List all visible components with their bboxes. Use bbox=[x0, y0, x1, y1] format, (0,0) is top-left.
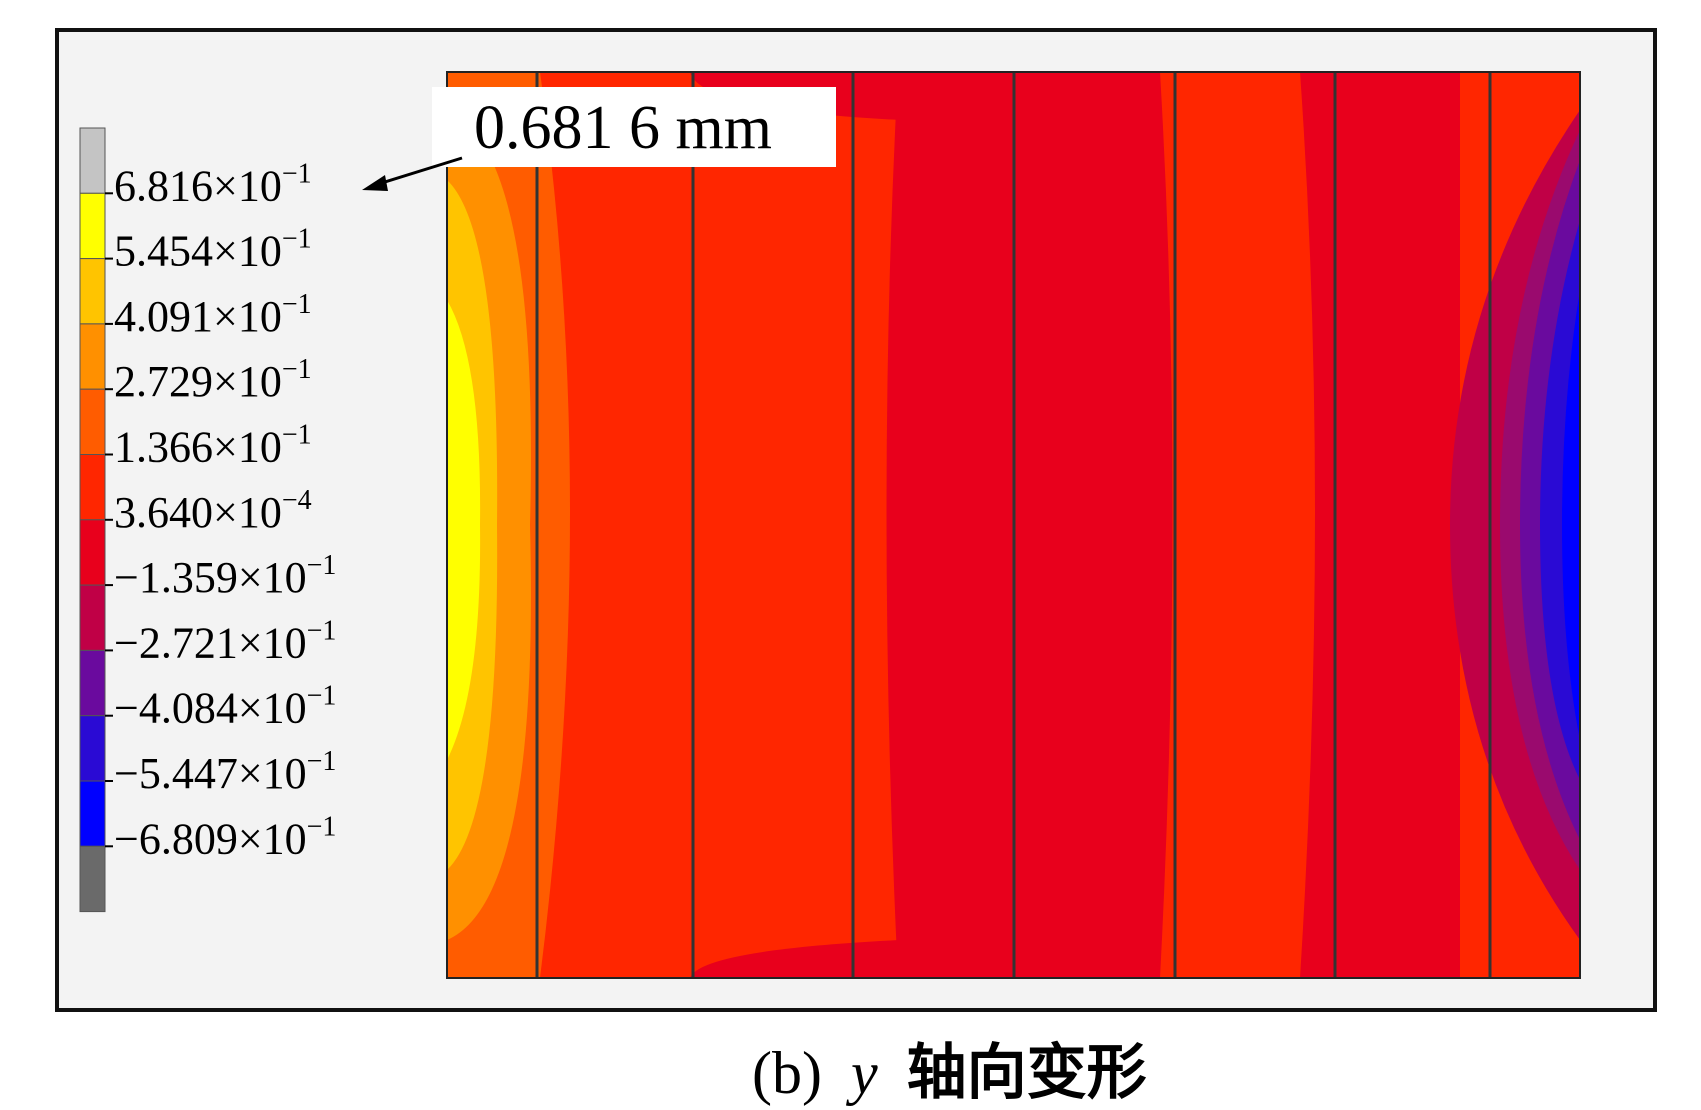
legend-swatch bbox=[79, 192, 106, 260]
legend-label: 1.366×10−1 bbox=[114, 420, 312, 472]
legend-label-exponent: −1 bbox=[282, 158, 312, 189]
legend-label: −1.359×10−1 bbox=[114, 550, 336, 602]
legend-label-mantissa: 3.640×10 bbox=[114, 488, 282, 537]
contour-band-right-5 bbox=[1562, 290, 1580, 740]
legend-swatch bbox=[79, 127, 106, 194]
legend-label-mantissa: −2.721×10 bbox=[114, 618, 307, 667]
legend-label-exponent: −1 bbox=[282, 420, 312, 451]
contour-band-dark bbox=[886, 72, 1173, 978]
legend-swatch bbox=[79, 454, 106, 521]
legend-label-mantissa: 4.091×10 bbox=[114, 292, 282, 341]
caption-label: (b) bbox=[752, 1040, 822, 1106]
legend-label: −5.447×10−1 bbox=[114, 746, 336, 798]
legend-label: −4.084×10−1 bbox=[114, 681, 336, 733]
legend-label-mantissa: −1.359×10 bbox=[114, 553, 307, 602]
legend-label: 4.091×10−1 bbox=[114, 289, 312, 341]
contour-band-dark bbox=[690, 940, 900, 978]
legend-label-exponent: −1 bbox=[307, 550, 337, 581]
svg-text:(b) y 轴向变形: (b) y 轴向变形 bbox=[752, 1038, 1147, 1108]
legend-label-mantissa: −5.447×10 bbox=[114, 749, 307, 798]
legend-label-mantissa: 6.816×10 bbox=[114, 161, 282, 210]
caption-variable: y bbox=[845, 1040, 878, 1106]
legend-label: −2.721×10−1 bbox=[114, 615, 336, 667]
legend-swatch bbox=[79, 388, 106, 456]
legend-label-exponent: −4 bbox=[282, 485, 312, 516]
legend-label-mantissa: 2.729×10 bbox=[114, 357, 282, 406]
legend-label-exponent: −1 bbox=[307, 811, 337, 842]
contour-band-left-4 bbox=[447, 300, 481, 760]
caption-text: 轴向变形 bbox=[907, 1038, 1147, 1108]
legend-label: −6.809×10−1 bbox=[114, 811, 336, 863]
legend-label-exponent: −1 bbox=[282, 289, 312, 320]
max-value-callout: 0.681 6 mm bbox=[362, 87, 836, 191]
legend-swatch bbox=[79, 715, 106, 782]
legend-label-exponent: −1 bbox=[307, 746, 337, 777]
legend-label-exponent: −1 bbox=[282, 354, 312, 385]
legend-label-exponent: −1 bbox=[307, 681, 337, 712]
legend-label: 6.816×10−1 bbox=[114, 158, 312, 210]
callout-text: 0.681 6 mm bbox=[474, 94, 772, 162]
legend-swatch bbox=[79, 258, 106, 325]
legend-swatch bbox=[79, 323, 106, 390]
legend-label-mantissa: 5.454×10 bbox=[114, 227, 282, 276]
legend-label: 3.640×10−4 bbox=[114, 485, 312, 537]
legend-label: 5.454×10−1 bbox=[114, 224, 312, 276]
plot-border bbox=[446, 71, 1581, 979]
panel-dividers bbox=[535, 72, 1492, 978]
legend-swatch bbox=[79, 649, 106, 717]
legend-label-mantissa: −6.809×10 bbox=[114, 814, 307, 863]
legend-swatch bbox=[79, 780, 106, 847]
contour-plot bbox=[446, 71, 1581, 979]
figure-caption: (b) y 轴向变形 bbox=[752, 1038, 1147, 1108]
contour-band-dark bbox=[1300, 72, 1460, 978]
legend-label: 2.729×10−1 bbox=[114, 354, 312, 406]
legend-label-mantissa: 1.366×10 bbox=[114, 423, 282, 472]
legend-colorbar bbox=[79, 127, 113, 913]
legend-label-mantissa: −4.084×10 bbox=[114, 684, 307, 733]
callout-arrow-head bbox=[362, 175, 388, 191]
callout-arrow-line bbox=[374, 156, 463, 187]
legend-labels: 6.816×10−15.454×10−14.091×10−12.729×10−1… bbox=[114, 158, 336, 863]
legend-label-exponent: −1 bbox=[282, 224, 312, 255]
legend-swatch bbox=[79, 584, 106, 651]
legend-label-exponent: −1 bbox=[307, 615, 337, 646]
legend-swatch bbox=[79, 845, 106, 913]
legend-swatch bbox=[79, 519, 106, 586]
